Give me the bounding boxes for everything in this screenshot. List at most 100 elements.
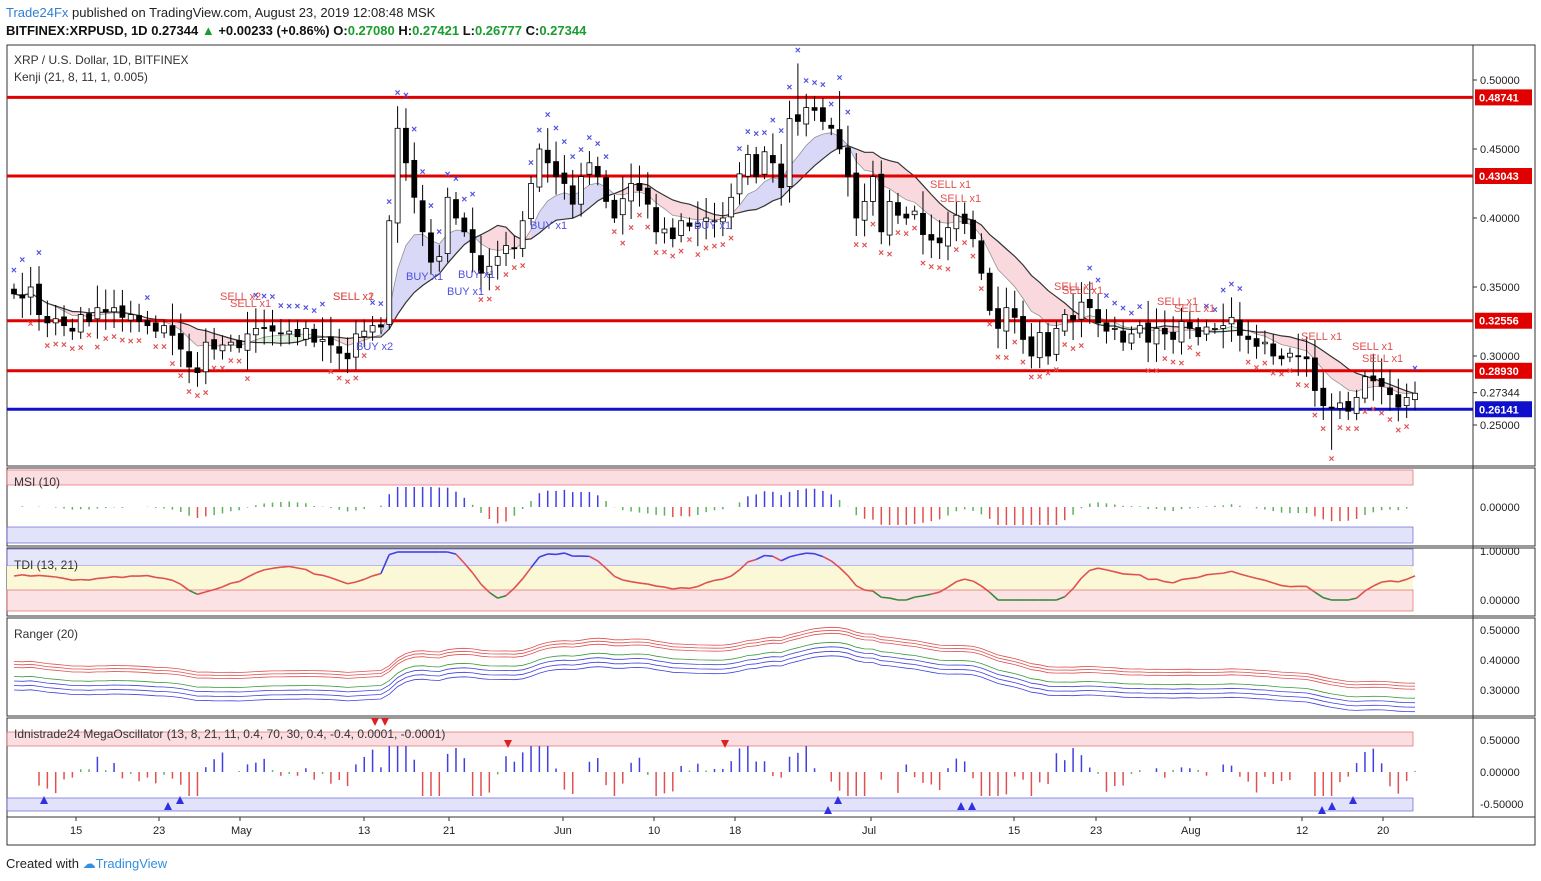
sell-marker: × — [1012, 338, 1018, 349]
candle — [194, 367, 201, 373]
sell-marker: × — [203, 388, 209, 399]
candle — [244, 333, 251, 351]
price-tick-label: 0.25000 — [1480, 420, 1520, 432]
sell-marker: × — [495, 284, 501, 295]
candle — [511, 247, 518, 250]
candle — [369, 325, 376, 333]
sell-marker: × — [1020, 358, 1026, 369]
sell-marker: × — [1320, 424, 1326, 435]
ranger-band-line — [13, 641, 1416, 699]
candle — [386, 220, 393, 325]
sell-marker: × — [478, 295, 484, 306]
candle — [719, 217, 726, 223]
tdi-line — [355, 578, 365, 583]
buy-marker: × — [603, 152, 609, 163]
candle — [519, 220, 526, 249]
tdi-line — [1056, 596, 1066, 601]
sell-marker: × — [686, 235, 692, 246]
ranger-band-line — [13, 650, 1416, 708]
kenji-cloud — [330, 336, 373, 346]
candle — [469, 229, 476, 253]
buy-marker: × — [1137, 302, 1143, 313]
sell-signal-label: SELL x1 — [1174, 303, 1215, 315]
publisher-link[interactable]: Trade24Fx — [6, 5, 69, 20]
level-tag — [1475, 401, 1532, 418]
candle — [44, 316, 51, 324]
pane-frame-3 — [6, 617, 1536, 717]
tdi-line — [764, 554, 773, 558]
tdi-line — [447, 551, 457, 555]
tradingview-logo-icon: ☁ — [82, 856, 96, 871]
candle — [1287, 352, 1293, 358]
candle — [1128, 333, 1135, 344]
tdi-line — [372, 572, 382, 577]
tdi-line — [1406, 575, 1416, 581]
candle — [302, 327, 309, 340]
candle — [811, 107, 818, 111]
tdi-line — [564, 552, 574, 557]
level-label: 0.43043 — [1479, 171, 1519, 183]
sell-marker: × — [1387, 415, 1393, 426]
tdi-line — [522, 567, 532, 580]
tdi-line — [647, 583, 657, 587]
candle — [978, 240, 985, 274]
candle — [1070, 315, 1076, 321]
buy-marker: × — [536, 125, 542, 136]
sell-marker: × — [1337, 423, 1343, 434]
footer: Created with ☁TradingView — [6, 856, 167, 872]
kenji-cloud — [856, 148, 1090, 326]
buy-marker: × — [1229, 279, 1235, 290]
candle — [378, 324, 384, 328]
tdi-line — [13, 574, 23, 577]
sell-marker: × — [1329, 454, 1335, 465]
sell-marker: × — [670, 251, 676, 262]
buy-marker: × — [795, 45, 801, 56]
time-tick-label: 12 — [1296, 825, 1308, 837]
pane-frame-1 — [6, 467, 1536, 547]
buy-marker: × — [295, 302, 301, 313]
buy-marker: × — [803, 76, 809, 87]
low-value: 0.26777 — [474, 23, 522, 38]
sell-marker: × — [169, 359, 175, 370]
time-tick-label: 13 — [358, 825, 370, 837]
candle — [319, 339, 326, 342]
sell-signal-label: SELL x1 — [1054, 281, 1095, 293]
tdi-line — [814, 552, 824, 558]
tdi-line — [363, 575, 373, 581]
buy-marker: × — [528, 158, 534, 169]
sell-signal-label: SELL x1 — [1157, 296, 1198, 308]
pane-frame-0 — [6, 44, 1536, 467]
candle — [1245, 335, 1252, 340]
candle — [403, 127, 409, 164]
sell-marker: × — [136, 336, 142, 347]
tdi-line — [247, 572, 257, 578]
sell-marker: × — [1187, 343, 1193, 354]
sell-marker: × — [328, 367, 334, 378]
time-tick-label: 10 — [648, 825, 660, 837]
candle — [653, 207, 660, 233]
sell-marker: × — [228, 356, 234, 367]
tdi-line — [555, 552, 565, 556]
buy-marker: × — [1237, 284, 1243, 295]
tdi-line — [72, 578, 81, 581]
candle — [753, 154, 760, 178]
candle — [1003, 307, 1010, 332]
buy-marker: × — [278, 301, 284, 312]
time-axis-frame — [6, 816, 1536, 846]
time-tick-label: 18 — [729, 825, 741, 837]
sell-marker: × — [1070, 344, 1076, 355]
tdi-line — [380, 554, 391, 574]
symbol: BITFINEX:XRPUSD, 1D — [6, 23, 148, 38]
candle — [494, 256, 501, 266]
tradingview-link[interactable]: TradingView — [95, 856, 168, 871]
candle — [611, 199, 618, 219]
tdi-line — [1197, 574, 1207, 579]
buy-triangle-icon — [1349, 796, 1357, 804]
tdi-line — [188, 589, 198, 596]
sell-signal-label: SELL x1 — [333, 291, 374, 303]
tdi-line — [488, 591, 499, 599]
sell-marker: × — [945, 264, 951, 275]
candle — [1095, 309, 1102, 324]
level-label: 0.48741 — [1479, 92, 1519, 104]
